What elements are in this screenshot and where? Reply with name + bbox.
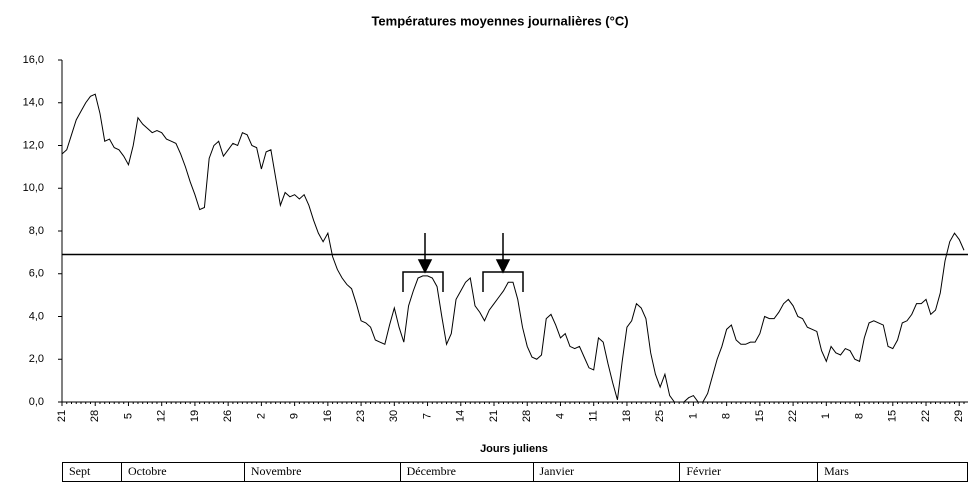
x-tick-label: 4: [554, 413, 566, 419]
month-table: Sept Octobre Novembre Décembre Janvier Févrie…: [62, 462, 968, 482]
x-tick-label: 12: [156, 410, 168, 422]
annotations: [402, 233, 524, 292]
month-cell: Octobre: [120, 462, 245, 482]
x-tick-label: 25: [654, 410, 666, 422]
month-cell: Février: [679, 462, 819, 482]
x-tick-label: 22: [787, 410, 799, 422]
x-tick-label: 8: [853, 413, 865, 419]
x-tick-label: 15: [887, 410, 899, 422]
month-cell: Novembre: [243, 462, 401, 482]
x-tick-label: 30: [388, 410, 400, 422]
x-tick-label: 19: [189, 410, 201, 422]
x-tick-label: 28: [89, 410, 101, 422]
x-axis-label: Jours juliens: [480, 443, 548, 455]
y-tick-label: 8,0: [29, 225, 44, 237]
x-tick-label: 5: [122, 413, 134, 419]
x-tick-label: 23: [355, 410, 367, 422]
y-tick-label: 10,0: [23, 182, 44, 194]
x-tick-label: 21: [56, 410, 68, 422]
x-tick-label: 7: [421, 413, 433, 419]
month-cell: Mars: [817, 462, 968, 482]
y-tick-label: 16,0: [23, 54, 44, 66]
x-tick-label: 8: [721, 413, 733, 419]
x-tick-label: 1: [820, 413, 832, 419]
x-tick-label: 11: [588, 410, 600, 421]
y-tick-label: 0,0: [29, 396, 44, 408]
month-row: Sept Octobre Novembre Décembre Janvier Févrie…: [62, 462, 968, 482]
y-tick-label: 12,0: [23, 139, 44, 151]
x-tick-label: 18: [621, 410, 633, 422]
chart-title: Températures moyennes journalières (°C): [371, 13, 628, 28]
month-cell: Décembre: [399, 462, 534, 482]
x-tick-label: 2: [255, 413, 267, 419]
bracket: [402, 271, 444, 292]
data-line: [61, 93, 965, 403]
x-tick-label: 15: [754, 410, 766, 422]
x-tick-label: 14: [455, 410, 467, 422]
arrow-head: [417, 259, 433, 274]
y-tick-label: 2,0: [29, 353, 44, 365]
x-tick-label: 21: [488, 410, 500, 422]
y-tick-label: 6,0: [29, 268, 44, 280]
x-tick-label: 29: [953, 410, 965, 422]
y-tick-label: 4,0: [29, 310, 44, 322]
bracket: [482, 271, 524, 292]
x-tick-label: 26: [222, 410, 234, 422]
x-tick-label: 16: [322, 410, 334, 422]
y-tick-label: 14,0: [23, 97, 44, 109]
x-tick-label: 28: [521, 410, 533, 422]
x-tick-label: 9: [289, 413, 301, 419]
chart: Températures moyennes journalières (°C) …: [23, 13, 968, 455]
month-cell: Sept: [62, 462, 122, 482]
month-cell: Janvier: [532, 462, 681, 482]
x-tick-label: 1: [687, 413, 699, 419]
x-tick-label: 22: [920, 410, 932, 422]
arrow-head: [495, 259, 511, 274]
